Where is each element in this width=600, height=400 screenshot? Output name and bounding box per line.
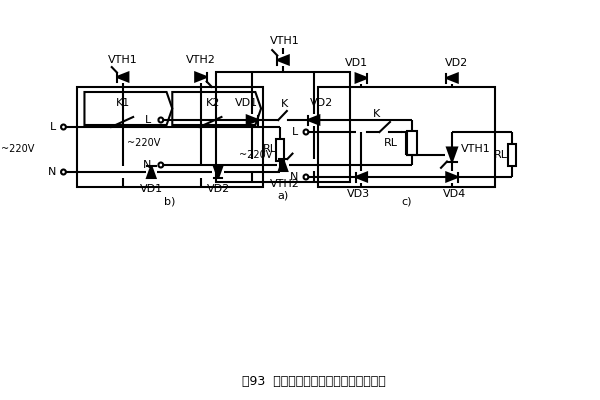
Polygon shape: [279, 159, 287, 171]
Text: VD2: VD2: [445, 58, 469, 68]
Bar: [276, 138, 284, 160]
Text: VTH1: VTH1: [270, 36, 300, 46]
Text: VTH1: VTH1: [108, 55, 137, 65]
Bar: [508, 144, 517, 166]
Text: VD4: VD4: [443, 189, 467, 199]
Text: RL: RL: [263, 144, 277, 154]
Polygon shape: [147, 166, 155, 178]
Text: K: K: [281, 99, 289, 109]
Text: b): b): [164, 197, 175, 207]
Text: L: L: [292, 127, 298, 137]
Polygon shape: [195, 72, 206, 82]
Text: c): c): [401, 197, 412, 207]
Polygon shape: [247, 116, 258, 124]
Polygon shape: [308, 116, 319, 124]
Text: VD2: VD2: [206, 184, 230, 194]
Text: VD2: VD2: [310, 98, 333, 108]
Text: N: N: [143, 160, 151, 170]
Text: N: N: [290, 172, 298, 182]
Text: 图93  普通晶闸管借用阳极电压触发电路: 图93 普通晶闸管借用阳极电压触发电路: [242, 375, 385, 388]
Polygon shape: [117, 72, 128, 82]
Text: L: L: [50, 122, 56, 132]
Text: VTH2: VTH2: [186, 55, 216, 65]
Text: RL: RL: [493, 150, 508, 160]
Polygon shape: [356, 172, 367, 182]
Text: K1: K1: [116, 98, 130, 108]
Polygon shape: [214, 166, 223, 178]
Text: VD1: VD1: [140, 184, 163, 194]
Bar: [77, 87, 263, 187]
Text: VD3: VD3: [347, 189, 370, 199]
Text: ~220V: ~220V: [239, 150, 272, 160]
Polygon shape: [446, 74, 458, 82]
Text: VD1: VD1: [345, 58, 368, 68]
Bar: [407, 130, 416, 154]
Text: K2: K2: [206, 98, 221, 108]
Text: N: N: [47, 167, 56, 177]
Bar: [319, 87, 495, 187]
Text: a): a): [277, 190, 289, 200]
Text: VTH2: VTH2: [270, 179, 300, 189]
Text: ~220V: ~220V: [127, 138, 161, 148]
Bar: [216, 72, 350, 182]
Text: ~220V: ~220V: [1, 144, 35, 154]
Text: VD1: VD1: [235, 98, 259, 108]
Text: RL: RL: [383, 138, 398, 148]
Text: K: K: [373, 109, 380, 119]
Text: VTH1: VTH1: [461, 144, 490, 154]
Text: L: L: [145, 115, 151, 125]
Polygon shape: [446, 172, 458, 182]
Polygon shape: [447, 148, 457, 162]
Polygon shape: [356, 74, 367, 82]
Polygon shape: [277, 56, 289, 64]
